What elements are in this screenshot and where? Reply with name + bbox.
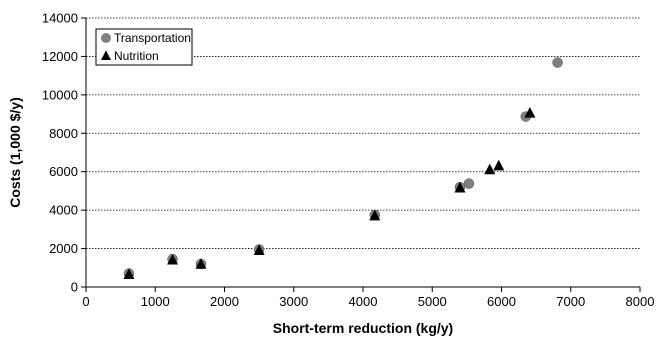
data-point-nutrition — [369, 209, 381, 221]
legend-marker-circle — [101, 33, 111, 43]
x-tick-label: 8000 — [626, 294, 655, 309]
y-tick-label: 10000 — [42, 87, 78, 102]
x-tick-label: 0 — [82, 294, 89, 309]
y-tick-labels: 0 2000 4000 6000 8000 10000 12000 14000 — [42, 11, 78, 295]
x-tick-label: 5000 — [418, 294, 447, 309]
data-point-nutrition — [253, 244, 265, 255]
legend: Transportation Nutrition — [95, 28, 193, 66]
data-point-transportation — [463, 178, 475, 189]
y-tick-label: 4000 — [49, 203, 78, 218]
y-tick-label: 12000 — [42, 49, 78, 64]
legend-marker-triangle — [101, 50, 111, 61]
x-tick-label: 1000 — [141, 294, 170, 309]
y-tick-label: 0 — [71, 280, 78, 295]
y-tick-label: 14000 — [42, 11, 78, 26]
x-tick-label: 6000 — [487, 294, 516, 309]
x-tick-label: 4000 — [349, 294, 378, 309]
y-tick-label: 8000 — [49, 126, 78, 141]
legend-item-nutrition: Nutrition — [101, 49, 159, 63]
data-point-nutrition — [195, 258, 207, 269]
legend-item-transportation: Transportation — [101, 31, 191, 45]
x-tick-label: 3000 — [279, 294, 308, 309]
gridlines — [86, 17, 640, 249]
x-tick-labels: 0 1000 2000 3000 4000 5000 6000 7000 8000 — [82, 294, 654, 309]
data-point-transportation — [552, 57, 563, 68]
legend-label-nutrition: Nutrition — [114, 49, 159, 63]
y-axis-title: Costs (1,000 $/y) — [7, 97, 23, 208]
axes — [81, 17, 641, 292]
legend-box — [95, 28, 193, 66]
y-tick-label: 6000 — [49, 164, 78, 179]
data-point-nutrition — [454, 181, 466, 193]
y-tick-label: 2000 — [49, 241, 78, 256]
data-point-nutrition — [524, 106, 536, 118]
data-point-nutrition — [167, 253, 179, 265]
data-points — [123, 57, 563, 279]
x-tick-label: 7000 — [556, 294, 585, 309]
legend-label-transportation: Transportation — [114, 31, 191, 45]
x-tick-label: 2000 — [210, 294, 239, 309]
data-point-nutrition — [484, 163, 496, 175]
data-point-nutrition — [123, 268, 135, 279]
data-point-nutrition — [493, 159, 505, 171]
x-axis-title: Short-term reduction (kg/y) — [273, 320, 453, 336]
